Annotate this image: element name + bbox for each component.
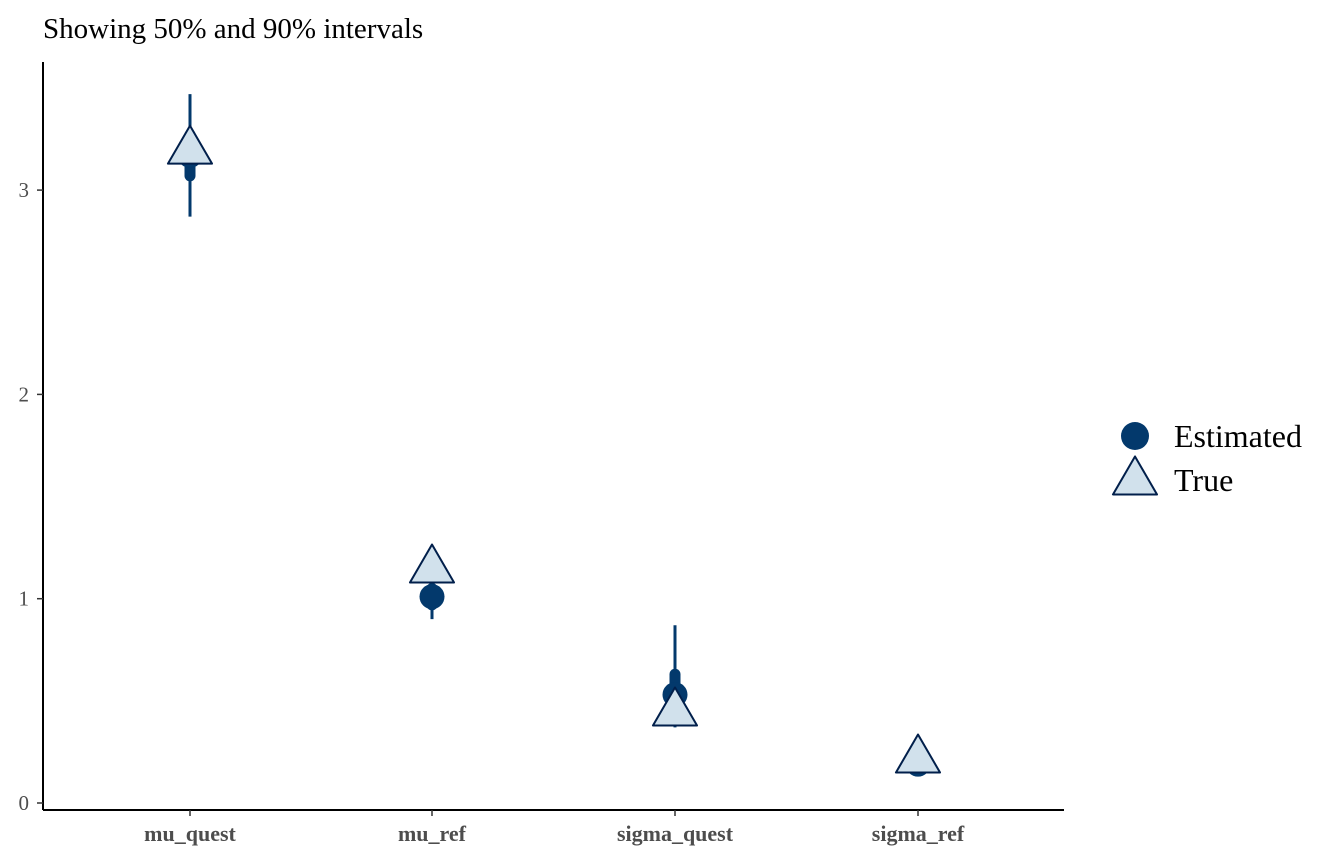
true-point: [408, 543, 456, 584]
x-tick-label: mu_quest: [144, 821, 236, 846]
true-point: [166, 124, 214, 165]
legend-estimated-symbol: [1121, 422, 1149, 450]
legend-label: Estimated: [1174, 418, 1302, 454]
legend: Estimated True: [1111, 418, 1302, 498]
y-tick-label: 0: [19, 791, 30, 815]
y-tick-label: 1: [19, 587, 30, 611]
legend-label: True: [1174, 462, 1233, 498]
y-tick-label: 2: [19, 382, 30, 406]
true-point: [894, 733, 942, 774]
plot-area: 0 1 2 3 mu_quest mu_ref sigma_quest sigma_ref: [19, 62, 1064, 846]
legend-true-symbol: [1111, 455, 1159, 496]
x-tick-label: mu_ref: [398, 821, 467, 846]
estimated-point: [419, 584, 445, 610]
true-point: [651, 686, 699, 727]
y-tick-label: 3: [19, 178, 30, 202]
chart-title: Showing 50% and 90% intervals: [43, 13, 423, 45]
x-tick-label: sigma_ref: [872, 821, 965, 846]
x-tick-label: sigma_quest: [617, 821, 734, 846]
